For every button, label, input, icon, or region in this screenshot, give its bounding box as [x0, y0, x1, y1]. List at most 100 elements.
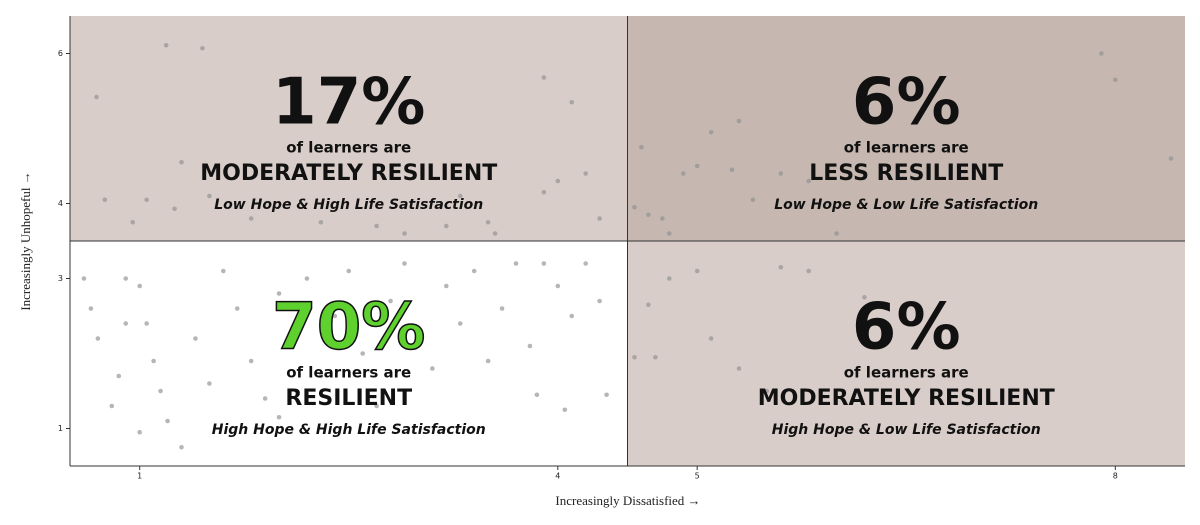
- point: [471, 268, 477, 274]
- point: [653, 354, 658, 360]
- quadrant-category: MODERATELY RESILIENT: [200, 161, 497, 186]
- point: [163, 42, 169, 48]
- quadrant-category: RESILIENT: [285, 386, 412, 411]
- point: [1099, 51, 1104, 56]
- point: [513, 261, 519, 266]
- point: [597, 298, 602, 304]
- point: [144, 321, 149, 326]
- point: [764, 388, 770, 394]
- point: [569, 99, 575, 105]
- y-tick-label: 4: [58, 199, 63, 208]
- point: [248, 358, 254, 364]
- point: [541, 189, 547, 195]
- quadrant-line: of learners are: [844, 139, 969, 157]
- point: [527, 343, 533, 349]
- quadrant: [70, 16, 628, 241]
- point: [304, 276, 310, 281]
- point: [632, 204, 637, 210]
- quadrant-percent: 6%: [852, 291, 961, 365]
- point: [360, 351, 365, 356]
- point: [94, 94, 99, 100]
- point: [862, 294, 867, 300]
- x-tick-label: 1: [137, 472, 142, 481]
- quadrant-percent: 70%: [272, 291, 425, 365]
- point: [632, 354, 637, 360]
- point: [207, 193, 212, 199]
- point: [639, 144, 644, 150]
- point: [806, 268, 811, 274]
- point: [193, 336, 198, 341]
- point: [374, 223, 379, 229]
- point: [137, 283, 142, 289]
- point: [402, 231, 407, 236]
- point: [778, 264, 784, 270]
- point: [694, 268, 700, 274]
- point: [667, 276, 672, 281]
- point: [102, 197, 108, 203]
- point: [694, 163, 700, 169]
- point: [144, 197, 149, 203]
- y-tick-label: 6: [58, 49, 63, 58]
- point: [234, 306, 240, 311]
- point: [179, 159, 184, 165]
- point: [116, 373, 122, 379]
- quadrant-line: of learners are: [844, 364, 969, 382]
- point: [569, 313, 575, 319]
- quadrant: [627, 16, 1185, 241]
- point: [660, 216, 665, 221]
- point: [248, 216, 254, 221]
- point: [708, 336, 714, 341]
- quadrant: [70, 241, 628, 466]
- y-tick-label: 1: [58, 424, 63, 433]
- quadrant-line: of learners are: [286, 364, 411, 382]
- x-tick-label: 4: [555, 472, 560, 481]
- point: [541, 75, 547, 80]
- point: [534, 392, 540, 398]
- point: [416, 336, 421, 341]
- point: [276, 414, 282, 420]
- point: [109, 403, 115, 409]
- point: [276, 291, 282, 296]
- point: [555, 178, 561, 184]
- point: [318, 219, 324, 225]
- point: [332, 313, 338, 319]
- point: [200, 45, 205, 51]
- point: [1168, 156, 1174, 161]
- point: [137, 429, 142, 435]
- point: [834, 231, 839, 236]
- quadrant-percent: 17%: [272, 66, 425, 140]
- point: [388, 298, 393, 304]
- point: [736, 118, 742, 124]
- point: [130, 219, 136, 225]
- point: [158, 388, 163, 394]
- point: [81, 276, 87, 281]
- point: [346, 268, 352, 274]
- point: [583, 171, 588, 176]
- point: [499, 306, 505, 311]
- point: [806, 178, 811, 184]
- point: [485, 358, 491, 364]
- point: [729, 167, 735, 173]
- point: [680, 171, 686, 176]
- x-axis-title: Increasingly Dissatisfied →: [555, 493, 700, 508]
- point: [318, 373, 324, 379]
- point: [430, 366, 435, 371]
- y-tick-label: 3: [58, 274, 63, 283]
- point: [778, 171, 784, 176]
- point: [492, 231, 498, 236]
- quadrant-description: Low Hope & Low Life Satisfaction: [774, 197, 1038, 213]
- point: [444, 283, 449, 289]
- quadrant-description: High Hope & Low Life Satisfaction: [772, 422, 1041, 438]
- point: [402, 261, 407, 266]
- quadrant-description: Low Hope & High Life Satisfaction: [214, 197, 483, 213]
- point: [172, 206, 177, 212]
- quadrant-line: of learners are: [286, 139, 411, 157]
- point: [207, 381, 212, 386]
- point: [457, 193, 463, 199]
- point: [583, 261, 588, 266]
- point: [1113, 77, 1118, 83]
- x-tick-label: 5: [695, 472, 700, 481]
- point: [123, 276, 129, 281]
- point: [485, 219, 491, 225]
